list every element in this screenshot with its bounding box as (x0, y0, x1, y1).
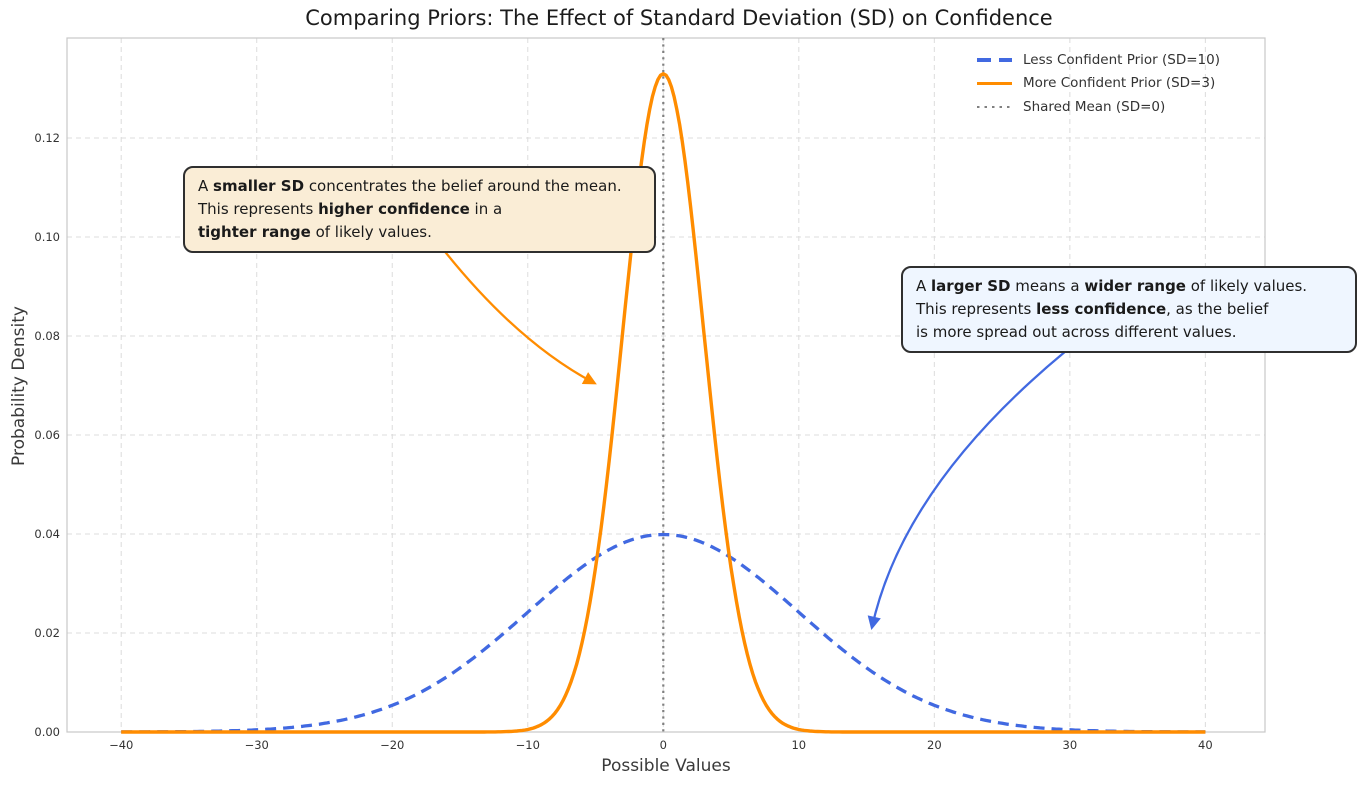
annotation-line: A larger SD means a wider range of likel… (916, 277, 1308, 295)
y-tick-label: 0.02 (34, 625, 60, 640)
x-tick-label: 0 (659, 738, 667, 752)
chart-title: Comparing Priors: The Effect of Standard… (305, 6, 1053, 30)
dashed-line-swatch (977, 58, 1012, 62)
x-tick-label: 20 (927, 738, 942, 752)
annotation-line: is more spread out across different valu… (916, 323, 1237, 341)
annotation-line: This represents higher confidence in a (198, 200, 503, 218)
y-tick-label: 0.12 (34, 130, 60, 145)
annotation-line: This represents less confidence, as the … (916, 300, 1269, 318)
y-tick-label: 0.08 (34, 328, 60, 343)
x-tick-label: −30 (244, 738, 269, 752)
y-tick-label: 0.06 (34, 427, 60, 442)
legend: Less Confident Prior (SD=10) More Confid… (977, 48, 1220, 119)
x-axis-label: Possible Values (601, 756, 731, 776)
annotation-line: tighter range of likely values. (198, 223, 432, 241)
solid-line-swatch (977, 81, 1012, 85)
annotation-larger-sd: A larger SD means a wider range of likel… (901, 266, 1357, 353)
x-tick-label: −40 (109, 738, 134, 752)
x-tick-label: −20 (380, 738, 405, 752)
legend-label: More Confident Prior (SD=3) (1023, 75, 1216, 92)
arrow-to-wide-curve (867, 351, 1066, 631)
x-tick-label: −10 (515, 738, 540, 752)
legend-label: Less Confident Prior (SD=10) (1023, 51, 1221, 68)
annotation-line: A smaller SD concentrates the belief aro… (198, 177, 622, 195)
annotation-smaller-sd: A smaller SD concentrates the belief aro… (183, 166, 656, 253)
x-tick-label: 10 (791, 738, 807, 752)
y-tick-label: 0.00 (34, 725, 60, 739)
y-tick-label: 0.10 (34, 229, 60, 244)
legend-item-shared-mean: Shared Mean (SD=0) (977, 95, 1220, 119)
legend-item-more-confident: More Confident Prior (SD=3) (977, 72, 1220, 96)
x-tick-label: 30 (1062, 738, 1078, 752)
legend-item-less-confident: Less Confident Prior (SD=10) (977, 48, 1220, 72)
legend-label: Shared Mean (SD=0) (1023, 98, 1166, 115)
arrow-to-narrow-curve (444, 251, 597, 385)
dotted-line-swatch (977, 105, 1012, 108)
x-tick-label: 40 (1198, 738, 1213, 752)
y-tick-label: 0.04 (34, 526, 60, 541)
